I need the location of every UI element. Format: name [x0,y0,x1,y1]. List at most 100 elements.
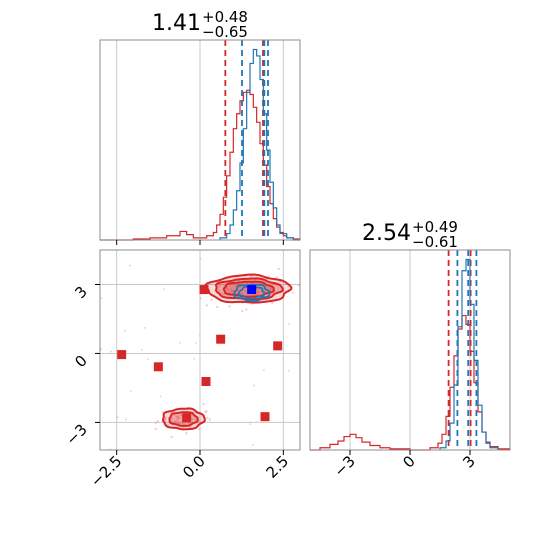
joint-scatter-dot [244,290,247,293]
joint-scatter-dot [197,427,201,431]
marginal-y-xtick-label-0: −3 [330,452,358,480]
joint-red-square-marker-1 [117,350,127,360]
joint-red-square-marker-6 [182,413,192,423]
joint-scatter-dot [269,287,272,291]
joint-scatter-dot [173,420,177,423]
marginal-y-ticks: −3 0 3 [330,450,479,480]
joint-scatter-dot [140,348,143,351]
joint-xtick-label-0: −2.5 [87,452,125,490]
joint-scatter-dot [164,416,167,419]
marginal-y-histogram-series [310,250,511,451]
joint-scatter-dot [175,415,178,418]
joint-scatter-dot [123,329,126,332]
marginal-y-title-plus: +0.49 [412,218,458,236]
joint-scatter-dot [199,257,202,260]
joint-scatter-dot [262,369,265,372]
joint-scatter-dot [275,276,278,279]
joint-scatter-dot [144,326,147,329]
joint-scatter-dot [271,301,274,304]
joint-blue-square-marker-0 [247,285,257,295]
marginal-x-title-minus: −0.65 [202,23,248,41]
joint-scatter-dot [179,341,182,344]
joint-scatter-dot [156,419,159,423]
marginal-y-title: 2.54 [362,221,411,246]
joint-scatter-dot [146,358,149,361]
joint-scatter-dot [154,421,157,425]
joint-scatter-dot [288,323,291,326]
joint-scatter-dot [128,264,131,267]
joint-scatter-dot [110,350,113,353]
joint-xtick-label-1: 0.0 [179,452,209,482]
joint-scatter-dot [159,395,162,398]
joint-contour-blue-2-1 [237,285,266,300]
joint-scatter-dot [218,283,221,287]
joint-scatter-dot [287,369,290,372]
joint-scatter-dot [222,292,225,296]
marginal-y-xtick-label-2: 3 [459,452,478,471]
joint-scatter-dot [199,297,202,300]
joint-scatter-dot [292,291,295,294]
joint-scatter-dot [215,305,219,309]
joint-scatter-dot [208,418,211,421]
joint-scatter-dot [249,275,253,278]
joint-scatter-dot [206,416,209,420]
joint-scatter-dot [193,357,196,360]
marginal-y-series-blue-step [439,258,499,450]
marginal-x-title-plus: +0.48 [202,8,248,26]
joint-red-square-marker-3 [216,334,226,344]
marginal-x-series-blue-step [219,48,300,241]
joint-scatter-dot [277,267,280,271]
joint-scatter-dot [205,410,208,413]
joint-scatter-dot [198,334,201,337]
joint-scatter-dot [170,417,173,420]
joint-scatter-dot [257,290,260,294]
joint-scatter-dot [163,288,166,291]
joint-red-square-marker-5 [273,341,283,351]
marginal-x-histogram-series [100,40,301,241]
joint-scatter-dot [190,417,194,421]
joint-scatter-dot [170,435,173,439]
joint-scatter-dot [251,443,254,446]
joint-contour-blue-2-0 [233,283,271,302]
joint-scatter-dot [217,289,221,292]
joint-scatter-dot [228,305,231,308]
joint-scatter-dot [297,284,301,287]
joint-red-square-marker-0 [199,285,209,295]
joint-plot-content [99,257,301,451]
joint-scatter-dot [252,384,255,387]
joint-red-square-marker-7 [260,412,270,422]
marginal-y-xtick-label-1: 0 [399,452,418,471]
joint-scatter-dot [180,413,183,417]
joint-scatter-dot [202,402,205,406]
marginal-y-title-value: 2.54 [362,221,411,246]
joint-scatter-dot [100,297,103,300]
joint-scatter-dot [177,422,181,425]
joint-red-square-marker-4 [201,376,211,386]
joint-scatter-dot [245,308,248,311]
joint-scatter-dot [249,423,252,426]
joint-scatter-dot [241,309,244,313]
joint-red-square-marker-2 [153,362,163,372]
joint-scatter-dot [194,341,197,344]
joint-ytick-label-2: 3 [71,283,90,302]
joint-scatter-dot [198,419,201,423]
marginal-y-title-minus: −0.61 [412,233,458,251]
joint-scatter-dot [129,390,132,393]
joint-xtick-label-2: 2.5 [263,452,293,482]
marginal-x-title: 1.41 [152,11,201,36]
joint-scatter-dot [154,427,158,431]
joint-grid [100,250,300,450]
joint-ytick-label-0: −3 [62,421,90,449]
joint-scatter-dot [116,416,119,419]
joint-scatter-dot [230,288,233,292]
joint-scatter-dot [177,417,181,420]
joint-scatter-dot [125,418,128,421]
joint-scatter-dot [194,418,197,421]
joint-scatter-dot [175,419,179,422]
joint-scatter-dot [179,422,183,425]
joint-ytick-label-1: 0 [71,352,90,371]
marginal-x-grid [116,40,284,240]
joint-scatter-dot [210,298,213,302]
marginal-y-series-red-step [310,314,511,451]
